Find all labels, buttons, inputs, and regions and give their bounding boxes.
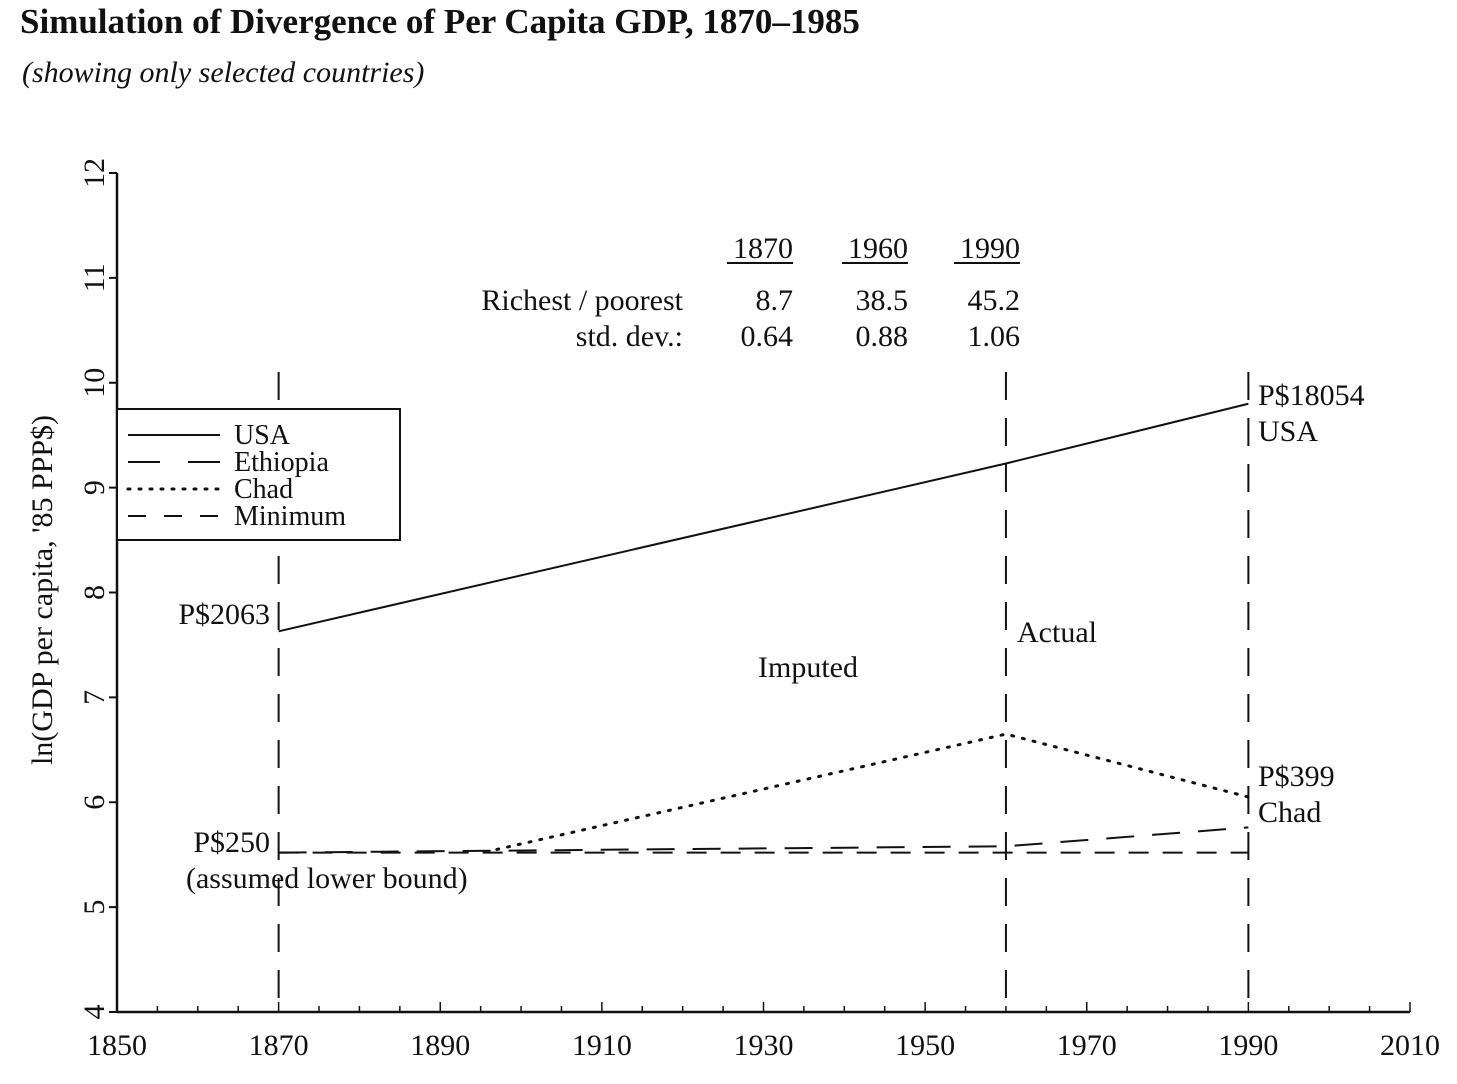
y-axis-label: ln(GDP per capita, '85 PPP$) — [26, 415, 59, 765]
y-tick-label: 8 — [78, 585, 111, 600]
x-tick-label: 1910 — [572, 1029, 632, 1062]
imputed-label: Imputed — [758, 651, 858, 684]
table-header: 1990 — [960, 232, 1020, 265]
table-row-label: Richest / poorest — [481, 284, 683, 317]
table-cell: 0.88 — [856, 320, 909, 353]
table-row-label: std. dev.: — [576, 320, 683, 353]
series-line-chad — [495, 732, 1250, 851]
x-tick-label: 1970 — [1057, 1029, 1117, 1062]
x-tick-label: 1930 — [734, 1029, 794, 1062]
table-header: 1870 — [733, 232, 793, 265]
table-cell: 45.2 — [968, 284, 1021, 317]
y-tick-label: 4 — [78, 1005, 111, 1020]
y-tick-label: 6 — [78, 795, 111, 810]
x-tick-label: 1890 — [410, 1029, 470, 1062]
usa-end-value: P$18054 — [1258, 379, 1365, 412]
minimum-value-label: P$250 — [193, 826, 270, 859]
chart-title: Simulation of Divergence of Per Capita G… — [20, 2, 860, 41]
chad-end-value: P$399 — [1258, 760, 1335, 793]
y-tick-label: 9 — [78, 480, 111, 495]
y-tick-label: 12 — [78, 158, 111, 188]
usa-end-name: USA — [1258, 415, 1318, 448]
legend-label: Minimum — [234, 501, 346, 532]
y-tick-label: 10 — [78, 368, 111, 398]
actual-label: Actual — [1017, 616, 1097, 649]
x-tick-label: 1990 — [1218, 1029, 1278, 1062]
usa-start-label: P$2063 — [178, 598, 270, 631]
legend-label: Ethiopia — [234, 447, 329, 478]
x-tick-label: 1950 — [895, 1029, 955, 1062]
chad-end-name: Chad — [1258, 796, 1321, 829]
chart-subtitle: (showing only selected countries) — [22, 56, 425, 89]
axes: 1850 1870 1890 1910 1930 1950 1970 1990 2010 4 5 6 7… — [78, 158, 1440, 1062]
table-cell: 0.64 — [741, 320, 794, 353]
legend-label: Chad — [234, 474, 293, 505]
summary-table: 1870 1960 1990 Richest / poorest 8.7 38.5 45.2… — [481, 232, 1020, 353]
legend-box — [116, 408, 401, 541]
period-divider-lines — [277, 372, 1250, 1012]
x-tick-label: 1850 — [87, 1029, 147, 1062]
y-tick-label: 5 — [78, 900, 111, 915]
y-tick-label: 11 — [78, 263, 111, 292]
table-header: 1960 — [848, 232, 908, 265]
series-line-ethiopia — [278, 826, 1249, 854]
minimum-note: (assumed lower bound) — [186, 862, 468, 895]
table-cell: 8.7 — [756, 284, 794, 317]
table-cell: 1.06 — [968, 320, 1021, 353]
series-line-usa — [278, 402, 1249, 633]
legend-label: USA — [234, 420, 291, 451]
table-cell: 38.5 — [856, 284, 909, 317]
x-tick-label: 1870 — [249, 1029, 309, 1062]
series-lines — [278, 402, 1250, 854]
y-tick-label: 7 — [78, 690, 111, 705]
x-tick-label: 2010 — [1380, 1029, 1440, 1062]
